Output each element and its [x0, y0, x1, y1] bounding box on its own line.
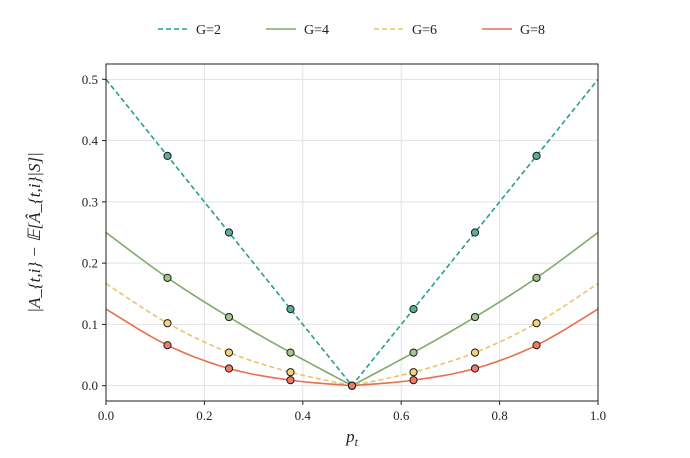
data-point-g4	[532, 273, 541, 282]
data-point-g2	[163, 151, 172, 161]
series-line-g6	[105, 282, 599, 387]
data-point-g8	[470, 364, 480, 373]
y-tick-label: 0.0	[82, 378, 98, 393]
series-line-g8	[105, 308, 599, 387]
grid	[105, 64, 599, 401]
x-tick-label: 0.8	[491, 408, 507, 423]
data-point-g6	[286, 368, 295, 377]
data-point-g6	[163, 319, 172, 328]
plot-frame	[105, 63, 599, 402]
x-tick-label: 0.0	[98, 408, 114, 423]
legend: G=2 G=4 G=6 G=8	[158, 23, 545, 38]
x-tick-label: 0.4	[295, 408, 312, 423]
x-tick-label: 1.0	[590, 408, 606, 423]
y-tick-label: 0.5	[82, 72, 98, 87]
data-point-g2	[470, 228, 480, 237]
data-point-g4	[470, 312, 480, 322]
data-point-g8	[224, 364, 234, 373]
data-point-g4	[163, 273, 172, 282]
x-ticks: 0.0 0.2 0.4 0.6 0.8 1.0	[98, 401, 606, 423]
legend-label: G=8	[520, 23, 545, 38]
series-lines	[105, 78, 599, 387]
x-tick-label: 0.2	[196, 408, 212, 423]
data-point-g4	[286, 348, 295, 357]
data-points	[163, 151, 541, 390]
data-point-g6	[532, 319, 541, 328]
y-tick-label: 0.4	[82, 133, 99, 148]
data-point-g4	[409, 348, 418, 357]
data-point-g6	[409, 368, 418, 377]
legend-label: G=2	[196, 23, 221, 38]
y-axis-label: |A_{t,i} − 𝔼[Â_{t,i}|S]|	[25, 152, 44, 312]
data-point-g8	[409, 376, 418, 385]
data-point-g8	[532, 341, 541, 350]
data-point-g8	[286, 376, 295, 385]
y-tick-label: 0.3	[82, 194, 98, 209]
y-ticks: 0.0 0.1 0.2 0.3 0.4 0.5	[82, 72, 106, 393]
data-point-g6	[470, 348, 480, 357]
x-tick-label: 0.6	[393, 408, 410, 423]
data-point-g2	[286, 304, 295, 314]
series-line-g2	[105, 78, 599, 387]
y-tick-label: 0.1	[82, 317, 98, 332]
series-line-g4	[105, 231, 599, 387]
data-point-g2	[409, 304, 418, 314]
data-point-g2	[224, 228, 234, 237]
data-point-g8	[347, 381, 357, 390]
y-tick-label: 0.2	[82, 256, 98, 271]
data-point-g4	[224, 312, 234, 322]
data-point-g2	[532, 151, 541, 161]
data-point-g8	[163, 341, 172, 350]
legend-label: G=6	[412, 23, 437, 38]
legend-label: G=4	[304, 23, 329, 38]
data-point-g6	[224, 348, 234, 357]
x-axis-label: pt	[345, 427, 359, 449]
